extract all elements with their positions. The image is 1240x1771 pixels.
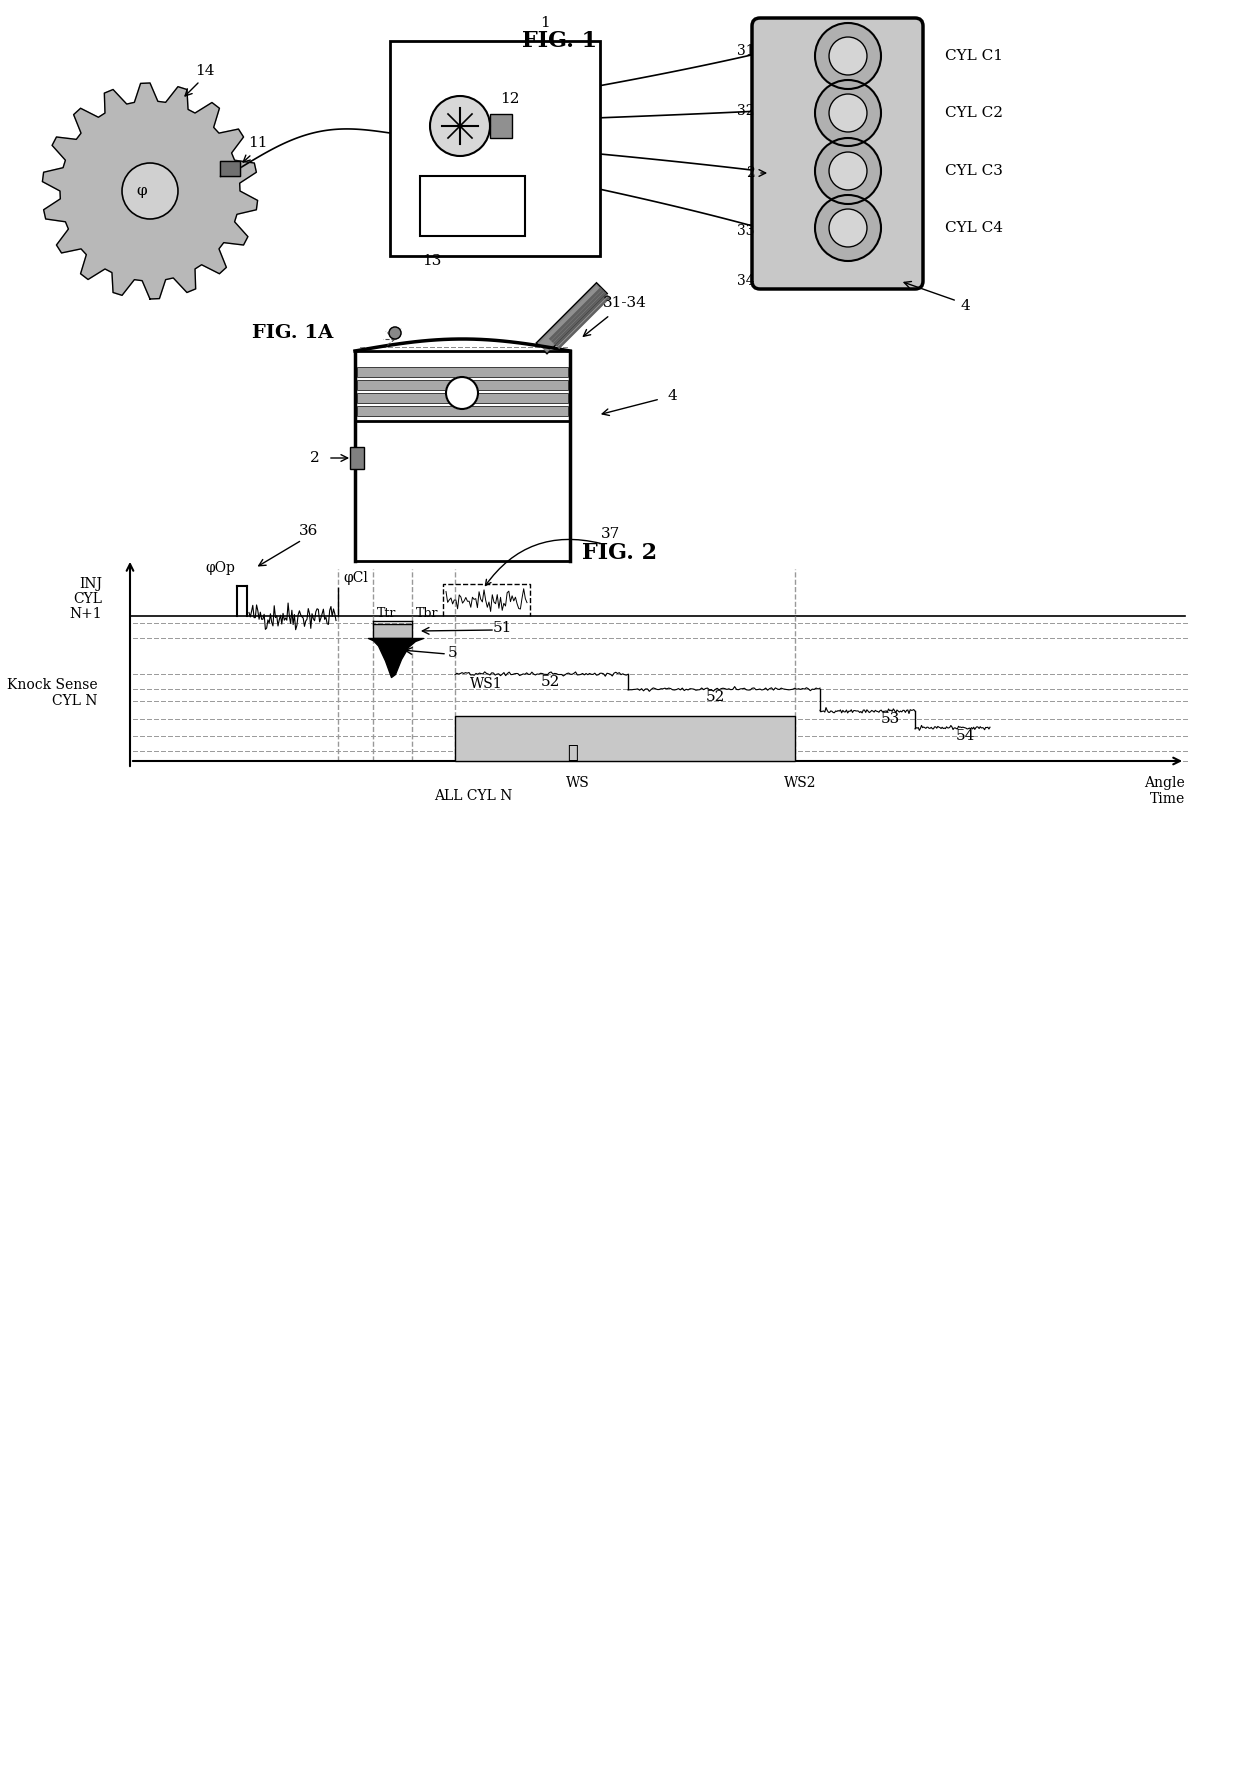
Text: FIG. 1A: FIG. 1A: [252, 324, 334, 342]
Text: 54: 54: [955, 730, 975, 744]
Text: 52: 52: [706, 691, 724, 705]
Bar: [490, 113, 512, 138]
Text: 53: 53: [880, 712, 900, 726]
Text: 34: 34: [738, 275, 755, 289]
Text: 12: 12: [500, 92, 520, 106]
Circle shape: [815, 138, 880, 204]
Text: Ttr: Ttr: [377, 606, 397, 620]
Text: 5: 5: [448, 646, 458, 661]
Text: Time: Time: [1149, 792, 1185, 806]
Text: INJ: INJ: [79, 577, 102, 592]
Circle shape: [815, 195, 880, 260]
Circle shape: [446, 377, 477, 409]
Text: WS1: WS1: [470, 677, 502, 691]
Bar: [420, 175, 525, 236]
Circle shape: [830, 209, 867, 246]
Text: CYL C4: CYL C4: [945, 221, 1003, 236]
Text: φOp: φOp: [205, 561, 236, 576]
Text: Angle: Angle: [1145, 776, 1185, 790]
Text: φ: φ: [136, 184, 148, 198]
Text: FIG. 2: FIG. 2: [583, 542, 657, 563]
Polygon shape: [42, 83, 258, 299]
Bar: [357, 393, 568, 404]
Circle shape: [122, 163, 179, 220]
Text: WS2: WS2: [784, 776, 816, 790]
FancyBboxPatch shape: [751, 18, 923, 289]
Polygon shape: [219, 161, 241, 175]
Text: 37: 37: [600, 528, 620, 540]
Text: ALL CYL N: ALL CYL N: [434, 790, 512, 802]
Text: 36: 36: [299, 524, 319, 538]
Circle shape: [830, 152, 867, 189]
Bar: [391, 41, 600, 257]
Bar: [350, 446, 365, 469]
Circle shape: [815, 23, 880, 89]
Text: 32: 32: [738, 104, 755, 119]
Text: 14: 14: [195, 64, 215, 78]
Bar: [357, 406, 568, 416]
Text: Knock Sense: Knock Sense: [7, 678, 98, 692]
Text: CYL C3: CYL C3: [945, 165, 1003, 179]
Circle shape: [389, 328, 401, 338]
Text: WS: WS: [567, 776, 590, 790]
Text: CYL N: CYL N: [52, 694, 98, 708]
Bar: [373, 623, 412, 638]
Bar: [455, 715, 795, 762]
Text: N+1: N+1: [69, 607, 102, 622]
Bar: [357, 367, 568, 377]
Text: φCl: φCl: [343, 570, 368, 584]
Text: 2: 2: [310, 452, 320, 466]
Circle shape: [830, 94, 867, 133]
Text: FIG. 1: FIG. 1: [522, 30, 598, 51]
Text: 31-34: 31-34: [603, 296, 647, 310]
Text: CYL: CYL: [73, 592, 102, 606]
Bar: [357, 381, 568, 390]
Text: 52: 52: [541, 675, 559, 689]
Text: 11: 11: [248, 136, 268, 151]
Text: CYL C1: CYL C1: [945, 50, 1003, 64]
Text: 1: 1: [541, 16, 549, 30]
Text: 31: 31: [738, 44, 755, 58]
Circle shape: [815, 80, 880, 145]
Text: 4: 4: [667, 390, 677, 404]
Text: 13: 13: [423, 253, 441, 267]
Text: 4: 4: [960, 299, 970, 313]
Text: ★: ★: [568, 744, 578, 762]
Text: Tbr: Tbr: [415, 606, 439, 620]
Circle shape: [430, 96, 490, 156]
Circle shape: [830, 37, 867, 74]
Text: 51: 51: [492, 622, 512, 636]
Text: CYL C2: CYL C2: [945, 106, 1003, 120]
Text: 33: 33: [738, 223, 755, 237]
Text: 2: 2: [746, 166, 755, 181]
